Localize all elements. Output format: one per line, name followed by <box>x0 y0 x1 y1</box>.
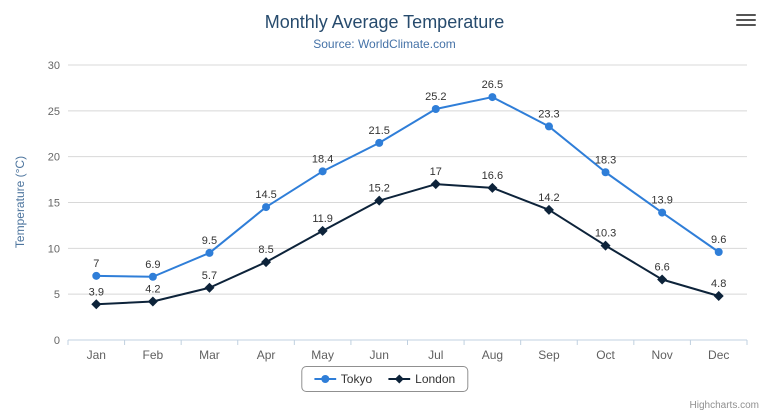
y-axis-label: 15 <box>48 198 60 210</box>
point-marker-london[interactable] <box>430 179 441 190</box>
x-axis-label: Aug <box>482 348 503 362</box>
data-label: 10.3 <box>595 228 616 240</box>
x-axis-label: Oct <box>596 348 615 362</box>
y-axis-label: 0 <box>54 335 60 347</box>
data-label: 18.3 <box>595 154 616 166</box>
point-marker-london[interactable] <box>657 274 668 285</box>
x-axis-label: Dec <box>708 348 729 362</box>
y-axis-label: 5 <box>54 289 60 301</box>
point-marker-tokyo[interactable] <box>431 105 440 113</box>
point-marker-london[interactable] <box>713 291 724 301</box>
x-axis-label: Nov <box>651 348 672 362</box>
legend-label: London <box>415 372 456 386</box>
data-label: 3.9 <box>89 286 104 298</box>
point-marker-london[interactable] <box>317 225 328 236</box>
data-label: 14.2 <box>538 192 559 204</box>
legend-label: Tokyo <box>340 372 373 386</box>
chart-subtitle: Source: WorldClimate.com <box>313 37 456 51</box>
data-label: 9.6 <box>711 234 726 246</box>
legend-item-london[interactable]: London <box>388 372 455 386</box>
data-label: 7 <box>93 258 99 270</box>
y-axis-title: Temperature (°C) <box>13 156 27 248</box>
point-marker-tokyo[interactable] <box>375 138 384 147</box>
data-label: 9.5 <box>202 235 217 247</box>
y-axis-label: 30 <box>48 60 60 72</box>
data-label: 11.9 <box>312 213 333 225</box>
data-label: 18.4 <box>312 153 333 165</box>
data-label: 25.2 <box>425 91 446 103</box>
point-marker-tokyo[interactable] <box>714 248 723 256</box>
data-label: 6.9 <box>145 259 160 271</box>
data-label: 16.6 <box>482 170 503 182</box>
hamburger-bar <box>736 13 756 16</box>
point-marker-tokyo[interactable] <box>658 208 667 217</box>
y-axis-label: 10 <box>48 243 60 255</box>
x-axis-label: Jan <box>87 348 106 362</box>
hamburger-bar <box>736 23 756 26</box>
series-line-tokyo <box>96 96 720 278</box>
point-marker-london[interactable] <box>204 282 215 293</box>
legend: Tokyo London <box>300 366 469 392</box>
point-marker-london[interactable] <box>261 257 272 268</box>
point-marker-tokyo[interactable] <box>318 167 327 176</box>
data-label: 5.7 <box>202 270 217 282</box>
point-marker-tokyo[interactable] <box>92 271 101 280</box>
series-line-london <box>96 183 719 306</box>
y-axis-label: 20 <box>48 152 60 164</box>
hamburger-bar <box>736 18 756 21</box>
point-marker-london[interactable] <box>600 240 611 251</box>
data-label: 26.5 <box>482 79 503 91</box>
point-marker-london[interactable] <box>374 195 385 206</box>
data-label: 17 <box>430 166 442 178</box>
hamburger-icon[interactable] <box>735 10 757 28</box>
legend-marker-diamond-icon <box>388 374 411 384</box>
data-label: 4.8 <box>711 278 726 290</box>
point-marker-london[interactable] <box>91 299 102 310</box>
data-label: 4.2 <box>145 284 160 296</box>
data-label: 8.5 <box>258 244 273 256</box>
point-marker-tokyo[interactable] <box>544 122 553 131</box>
point-marker-tokyo[interactable] <box>148 272 157 281</box>
point-marker-tokyo[interactable] <box>205 248 214 257</box>
point-marker-tokyo[interactable] <box>601 168 610 177</box>
point-marker-london[interactable] <box>543 204 554 215</box>
data-label: 15.2 <box>368 183 389 195</box>
point-marker-tokyo[interactable] <box>488 93 497 102</box>
credits-link[interactable]: Highcharts.com <box>689 400 759 411</box>
legend-item-tokyo[interactable]: Tokyo <box>313 372 373 386</box>
data-label: 6.6 <box>654 262 669 274</box>
legend-marker-circle-icon <box>313 375 336 383</box>
point-marker-london[interactable] <box>487 182 498 193</box>
x-axis-label: Mar <box>199 348 220 362</box>
x-axis-label: Feb <box>143 348 164 362</box>
x-axis-label: Sep <box>538 348 560 362</box>
data-label: 14.5 <box>255 189 276 201</box>
x-axis-label: May <box>311 348 334 362</box>
x-axis-label: Apr <box>257 348 276 362</box>
x-axis-label: Jun <box>370 348 389 362</box>
data-label: 21.5 <box>368 125 389 137</box>
y-axis-label: 25 <box>48 106 60 118</box>
chart-title: Monthly Average Temperature <box>264 12 505 32</box>
data-label: 13.9 <box>651 195 672 207</box>
point-marker-tokyo[interactable] <box>262 203 271 212</box>
point-marker-london[interactable] <box>147 296 158 307</box>
data-label: 23.3 <box>538 108 559 120</box>
x-axis-label: Jul <box>428 348 443 362</box>
